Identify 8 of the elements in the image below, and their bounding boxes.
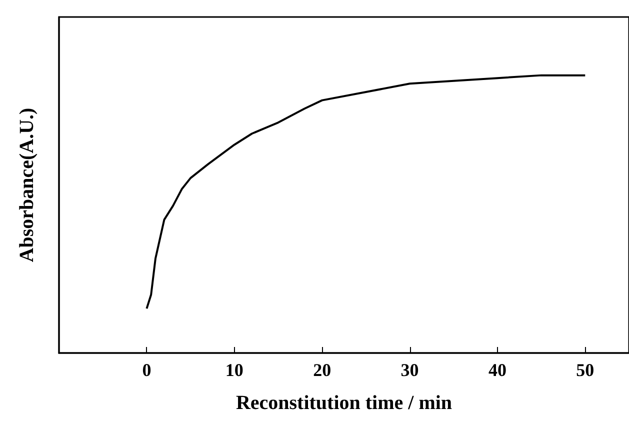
x-tick-label: 20	[313, 360, 332, 380]
x-axis-title: Reconstitution time / min	[236, 392, 452, 414]
x-tick-label: 40	[488, 360, 506, 380]
y-axis-title: Absorbance(A.U.)	[16, 108, 38, 262]
x-tick-label: 0	[142, 360, 152, 380]
x-tick-label: 50	[576, 360, 594, 380]
x-tick-label: 30	[400, 360, 419, 380]
x-tick-label: 10	[225, 360, 244, 380]
